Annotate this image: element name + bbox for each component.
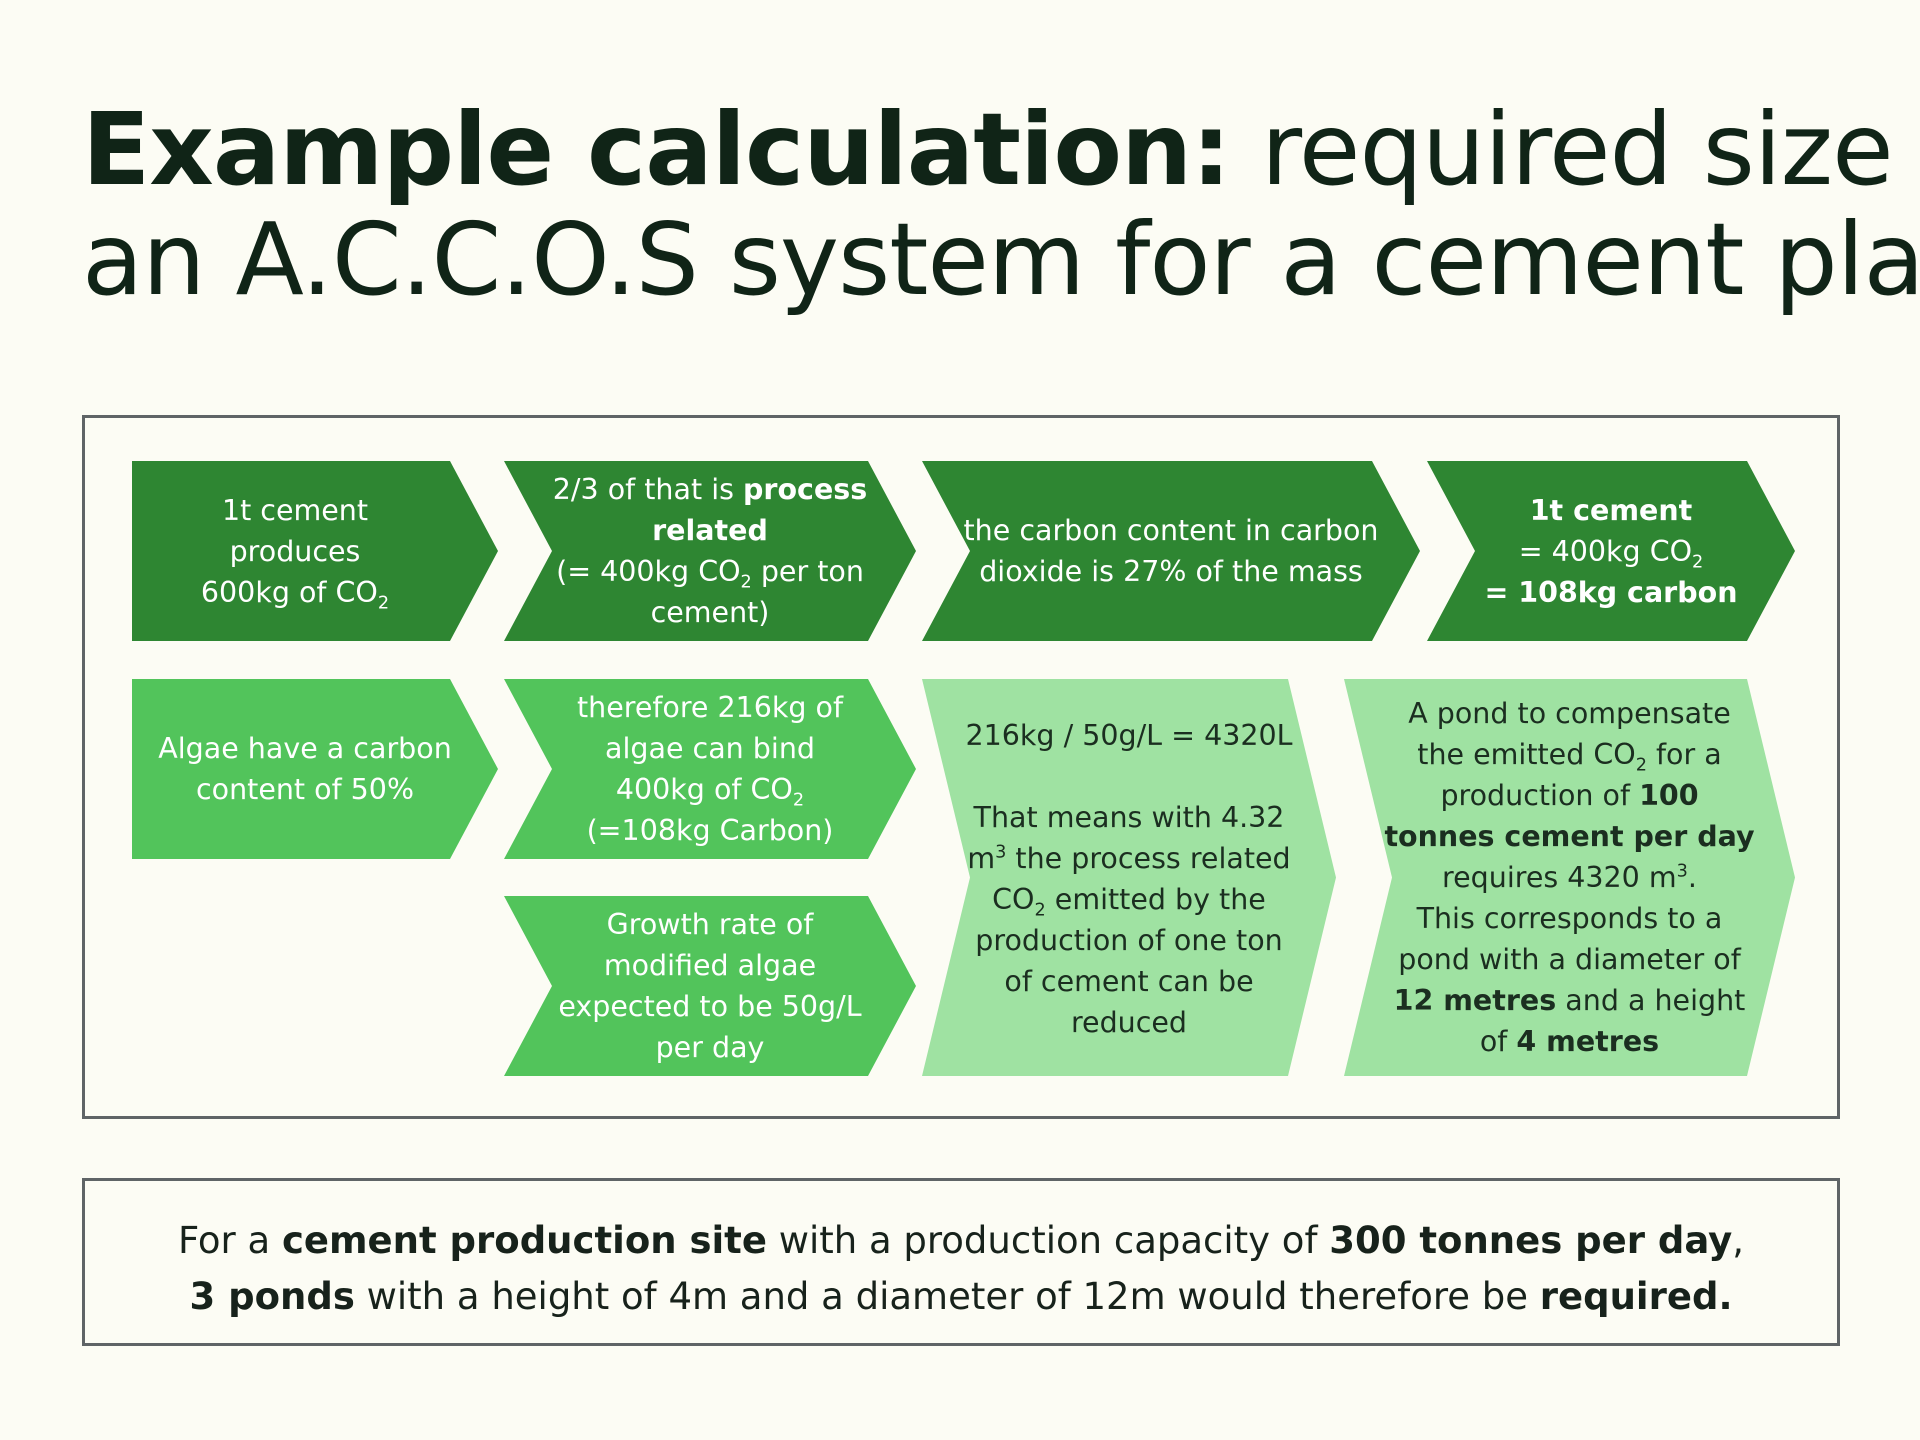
- step-2-text: 2/3 of that is: [552, 473, 744, 506]
- step-1-line-2: produces: [229, 534, 361, 568]
- step-1-line-3: 600kg of CO2: [200, 575, 390, 614]
- step-5-text: Algae have a carbon content of 50%: [158, 732, 452, 806]
- step-8-arrow: 216kg / 50g/L = 4320L That means with 4.…: [922, 679, 1336, 1076]
- flow-diagram-frame: [82, 415, 1840, 1119]
- step-7-arrow: Growth rate of modified algae expected t…: [504, 896, 916, 1076]
- title-rest: required size of: [1261, 91, 1920, 208]
- step-2-bold: process related: [652, 473, 868, 547]
- step-3-arrow: the carbon content in carbon dioxide is …: [922, 461, 1420, 641]
- step-4-line-2: = 400kg CO2: [1518, 534, 1704, 573]
- summary-text: For a cement production site with a prod…: [177, 1219, 1745, 1318]
- step-5-arrow: Algae have a carbon content of 50%: [132, 679, 498, 859]
- step-7-text: Growth rate of modified algae expected t…: [558, 908, 862, 1064]
- title-line-2: an A.C.C.O.S system for a cement plant: [82, 201, 1920, 318]
- step-6-line-2: algae can bind: [605, 732, 815, 765]
- step-6-line-4: (=108kg Carbon): [586, 814, 834, 847]
- step-3-text: the carbon content in carbon dioxide is …: [963, 514, 1379, 588]
- step-9-text-2: This corresponds to a pond with a diamet…: [1393, 902, 1746, 1058]
- step-6-line-3: 400kg of CO2: [615, 773, 805, 811]
- step-6-arrow: therefore 216kg of algae can bind 400kg …: [504, 679, 916, 859]
- summary-box: For a cement production site with a prod…: [82, 1178, 1840, 1346]
- step-9-arrow: A pond to compensate the emitted CO2 for…: [1344, 679, 1795, 1076]
- title-bold: Example calculation:: [82, 91, 1231, 208]
- title-line-1: Example calculation: required size of: [82, 95, 1920, 205]
- step-4-line-1: 1t cement: [1529, 493, 1693, 527]
- step-8-text: That means with 4.32 m3 the process rela…: [967, 801, 1291, 1039]
- step-1-arrow: 1t cement produces 600kg of CO2: [132, 461, 498, 641]
- step-1-line-1: 1t cement: [221, 493, 369, 527]
- step-4-arrow: 1t cement = 400kg CO2 = 108kg carbon: [1427, 461, 1795, 641]
- step-4-line-3: = 108kg carbon: [1484, 575, 1738, 609]
- page-title: Example calculation: required size of an…: [82, 95, 1920, 315]
- step-8-calc: 216kg / 50g/L = 4320L: [965, 719, 1293, 752]
- step-2-paren: (= 400kg CO: [556, 555, 741, 588]
- step-2-arrow: 2/3 of that is process related (= 400kg …: [504, 461, 916, 641]
- step-9-text-1: A pond to compensate the emitted CO2 for…: [1384, 697, 1755, 894]
- step-6-line-1: therefore 216kg of: [576, 691, 844, 724]
